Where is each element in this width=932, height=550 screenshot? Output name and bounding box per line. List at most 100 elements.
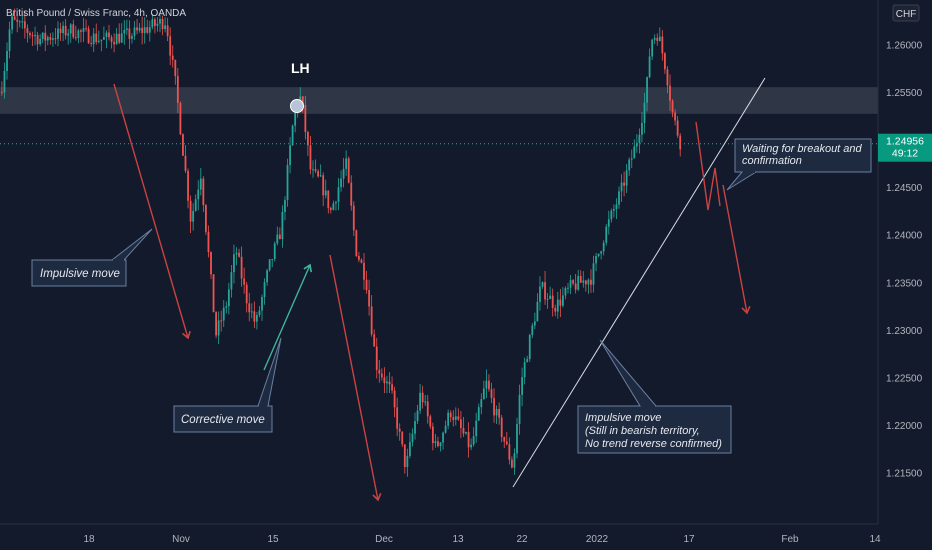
candle-body [414,421,416,434]
candle-body [676,120,679,136]
candle-body [110,37,113,43]
candle-body [597,253,600,257]
current-price-value: 1.24956 [886,136,924,148]
callout-line-1: Waiting for breakout and [742,143,863,155]
time-tick-label: Dec [375,534,393,545]
candle-body [531,325,534,335]
projected-down-arrow [722,184,751,315]
time-axis[interactable]: 18 Nov 15 Dec 13 22 2022 17 Feb 14 [0,523,932,550]
callout-waiting-breakout[interactable]: Waiting for breakout and confirmation [726,138,872,191]
candle-body [108,32,110,38]
price-tick-label: 1.26000 [886,40,923,51]
callout-corrective-move[interactable]: Corrective move [173,337,282,433]
candle-body [250,311,253,313]
candle-body [281,212,284,240]
candle-body [574,283,577,290]
candle-body [526,359,529,363]
candle-body [584,280,587,285]
price-tick-label: 1.22000 [886,421,923,432]
candle-body [304,104,307,132]
candle-body [34,34,36,36]
candle-body [261,297,263,311]
candle-body [516,423,518,454]
candle-body [630,158,633,160]
candle-body [633,146,636,159]
candle-body [174,59,177,77]
candle-body [319,175,322,177]
candle-body [391,384,393,391]
candle-body [54,38,57,40]
callout-impulsive-move-2[interactable]: Impulsive move (Still in bearish territo… [577,339,732,454]
candle-body [26,28,29,33]
candle-body [82,28,85,32]
price-axis[interactable]: 1.260001.255001.250001.245001.240001.235… [877,0,932,524]
callout-impulsive-move-1[interactable]: Impulsive move [31,228,153,287]
candle-body [97,40,100,43]
candle-body [449,412,452,418]
candle-body [373,334,376,347]
time-tick-label: 22 [516,534,528,545]
candle-body [141,27,144,34]
price-tick-label: 1.22500 [886,374,923,385]
candle-body [317,171,319,177]
candle-body [49,37,52,40]
candle-body [57,28,59,40]
currency-badge[interactable]: CHF [892,4,920,22]
candle-body [595,256,597,264]
candle-body [100,39,103,41]
candle-body [434,441,437,444]
candle-body [44,32,47,41]
candle-body [184,155,187,171]
candle-body [352,205,355,231]
candle-body [87,28,90,44]
candle-body [128,28,131,39]
currency-badge-label: CHF [896,9,917,20]
candle-body [327,190,330,209]
candle-body [610,210,613,220]
candle-body [161,19,164,30]
current-price-badge: 1.24956 49:12 [878,133,932,162]
candle-body [380,373,383,378]
candle-body [577,276,580,290]
candle-body [103,36,105,40]
candle-body [176,76,179,103]
candle-body [411,433,414,443]
candle-body [52,38,54,40]
candle-body [256,315,258,322]
candle-countdown: 49:12 [892,148,918,160]
candle-body [674,112,676,121]
candle-body [59,28,62,34]
candle-body [421,392,424,403]
candle-body [467,432,470,448]
candle-body [416,410,419,422]
candle-body [192,210,195,222]
candle-body [406,455,409,468]
candle-body [498,408,501,418]
trend-line[interactable] [512,77,766,488]
candle-body [350,182,353,206]
time-tick-label: 14 [869,534,881,545]
candle-body [347,158,350,183]
candle-body [544,282,546,300]
candle-body [536,301,539,322]
candle-body [368,290,370,307]
candle-body [396,407,399,429]
candle-body [164,25,166,30]
candle-body [194,199,197,211]
candle-body [426,401,429,417]
candle-body [447,412,450,426]
candle-body [337,187,340,202]
candle-body [131,35,133,39]
candle-body [671,100,674,113]
candle-body [253,311,256,322]
price-tick-label: 1.25500 [886,88,923,99]
candle-body [138,27,141,31]
candle-body [113,42,115,45]
candle-body [215,312,217,336]
candle-body [80,30,82,32]
time-tick-label: 17 [683,534,695,545]
candle-body [202,178,205,206]
candle-body [554,307,557,312]
callout-text: Impulsive move [40,268,120,280]
